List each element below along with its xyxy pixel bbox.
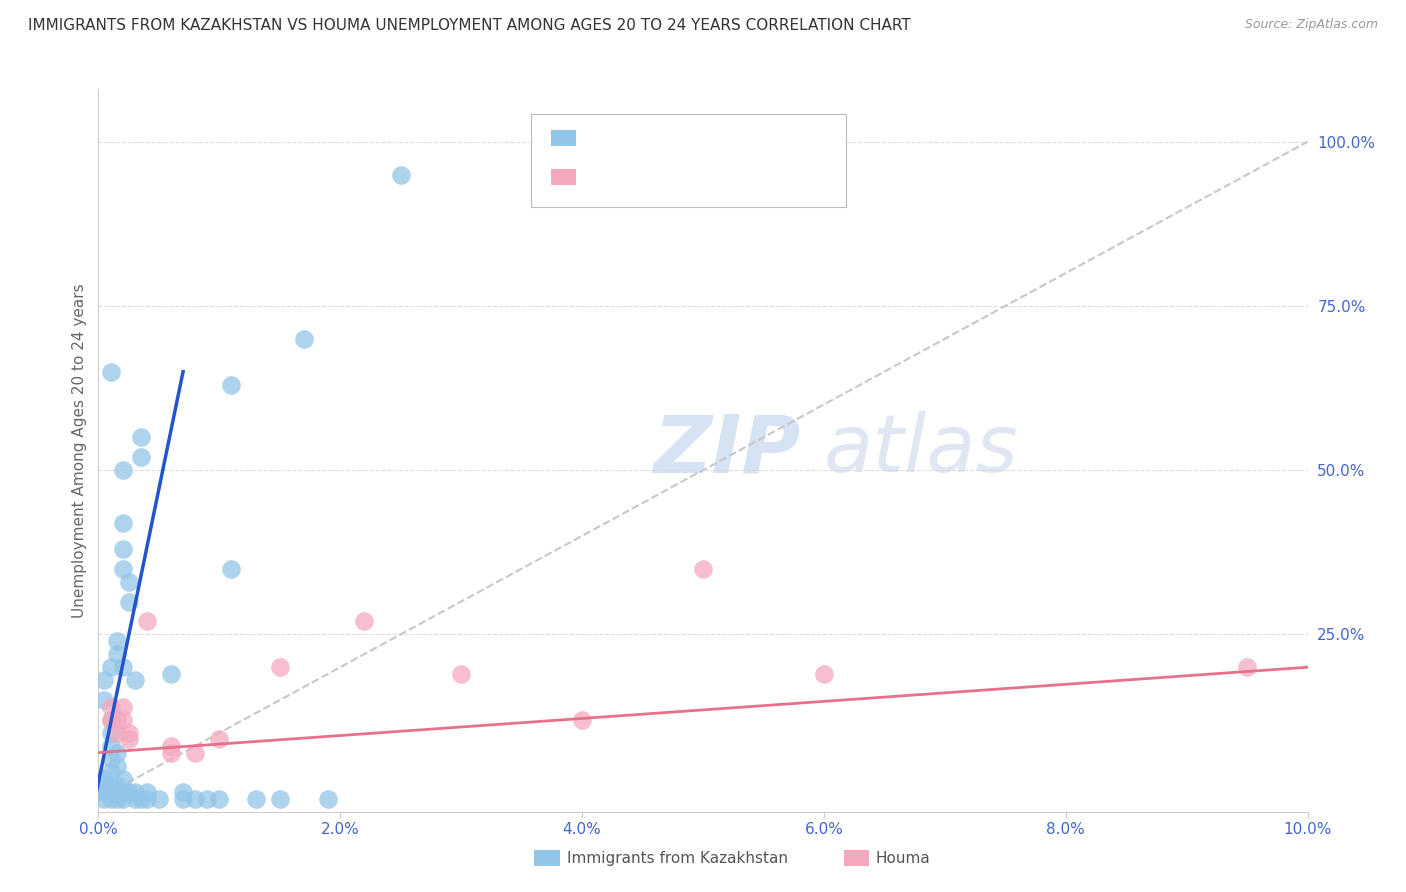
Point [93, 693, 115, 707]
Point [93, 785, 115, 799]
Point [135, 791, 157, 805]
Text: IMMIGRANTS FROM KAZAKHSTAN VS HOUMA UNEMPLOYMENT AMONG AGES 20 TO 24 YEARS CORRE: IMMIGRANTS FROM KAZAKHSTAN VS HOUMA UNEM… [28, 18, 911, 33]
Text: ZIP: ZIP [654, 411, 801, 490]
Point [100, 791, 122, 805]
Point [450, 666, 472, 681]
Point [111, 541, 134, 556]
Text: Houma: Houma [876, 851, 931, 865]
Point [316, 791, 339, 805]
Point [208, 791, 231, 805]
Point [124, 785, 146, 799]
Point [105, 791, 128, 805]
Point [105, 713, 128, 727]
Point [100, 739, 122, 753]
Point [221, 562, 243, 576]
Point [195, 791, 218, 805]
Point [105, 779, 128, 793]
Point [692, 562, 714, 576]
Point [813, 666, 835, 681]
Point [135, 614, 157, 628]
Point [105, 758, 128, 772]
Point [129, 430, 152, 444]
Point [100, 660, 122, 674]
Point [172, 791, 194, 805]
Y-axis label: Unemployment Among Ages 20 to 24 years: Unemployment Among Ages 20 to 24 years [72, 283, 87, 618]
Point [111, 713, 134, 727]
Point [172, 785, 194, 799]
Point [111, 660, 134, 674]
Text: atlas: atlas [824, 411, 1018, 490]
Point [118, 594, 141, 608]
Point [100, 713, 122, 727]
Point [105, 634, 128, 648]
Point [100, 726, 122, 740]
Point [353, 614, 375, 628]
Point [100, 785, 122, 799]
Point [221, 377, 243, 392]
Point [100, 752, 122, 766]
Point [118, 732, 141, 747]
Text: R = 0.222    N = 20: R = 0.222 N = 20 [583, 168, 775, 186]
Point [184, 746, 207, 760]
Point [105, 746, 128, 760]
Point [111, 516, 134, 530]
Point [208, 732, 231, 747]
Text: R = 0.598    N = 66: R = 0.598 N = 66 [583, 129, 775, 147]
Text: Immigrants from Kazakhstan: Immigrants from Kazakhstan [567, 851, 787, 865]
Point [111, 562, 134, 576]
Text: Source: ZipAtlas.com: Source: ZipAtlas.com [1244, 18, 1378, 31]
Point [100, 365, 122, 379]
Point [111, 699, 134, 714]
Point [124, 791, 146, 805]
Point [148, 791, 170, 805]
Point [111, 772, 134, 786]
Point [118, 785, 141, 799]
Point [389, 168, 412, 182]
Point [100, 765, 122, 780]
Point [184, 791, 207, 805]
Point [269, 660, 291, 674]
Point [124, 673, 146, 688]
Point [111, 785, 134, 799]
Point [105, 647, 128, 661]
Point [135, 785, 157, 799]
Point [292, 332, 315, 346]
Point [245, 791, 267, 805]
Point [1236, 660, 1258, 674]
Point [111, 463, 134, 477]
Point [118, 574, 141, 589]
Point [160, 739, 183, 753]
Point [160, 746, 183, 760]
Point [93, 779, 115, 793]
Point [269, 791, 291, 805]
Point [100, 699, 122, 714]
Point [160, 666, 183, 681]
Point [129, 791, 152, 805]
Point [93, 791, 115, 805]
Point [129, 450, 152, 464]
Point [105, 726, 128, 740]
Point [93, 772, 115, 786]
Point [93, 673, 115, 688]
Point [100, 713, 122, 727]
Point [105, 785, 128, 799]
Point [100, 779, 122, 793]
Point [111, 791, 134, 805]
Point [571, 713, 593, 727]
Point [118, 726, 141, 740]
